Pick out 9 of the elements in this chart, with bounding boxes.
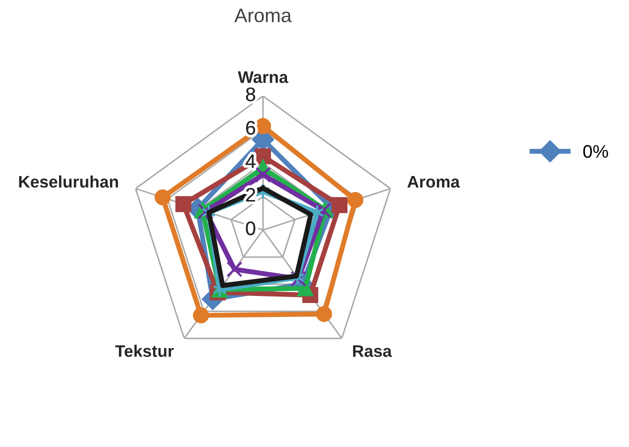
chart-title: Aroma: [234, 8, 292, 22]
y-tick-label: 8: [246, 87, 256, 102]
legend-label: 0%: [583, 145, 608, 158]
spoke-label: Keseluruhan: [19, 175, 118, 188]
spoke-label: Rasa: [353, 345, 392, 357]
spoke-label: Aroma: [407, 176, 460, 188]
spoke-label: Warna: [238, 71, 288, 84]
spoke-label: Tekstur: [115, 344, 174, 357]
y-tick-label: 0: [246, 221, 256, 236]
